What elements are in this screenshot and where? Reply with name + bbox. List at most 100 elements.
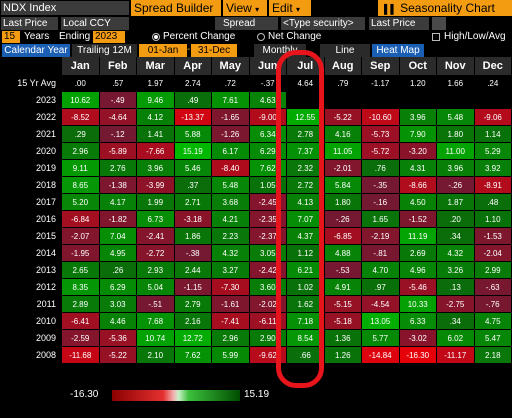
- heatmap-cell[interactable]: 5.04: [137, 279, 174, 295]
- heatmap-cell[interactable]: 3.68: [212, 194, 249, 210]
- security-input[interactable]: <Type security>: [281, 17, 365, 30]
- heatmap-cell[interactable]: 4.21: [212, 211, 249, 227]
- heatmap-cell[interactable]: 1.86: [174, 228, 211, 244]
- heatmap-cell[interactable]: -.16: [362, 194, 399, 210]
- heatmap-cell[interactable]: -7.30: [212, 279, 249, 295]
- heatmap-cell[interactable]: 1.26: [324, 347, 361, 363]
- heatmap-cell[interactable]: -4.64: [99, 109, 136, 125]
- spread-builder-button[interactable]: Spread Builder: [131, 0, 221, 16]
- tab-trailing-12m[interactable]: Trailing 12M: [72, 44, 137, 57]
- heatmap-cell[interactable]: 1.10: [474, 211, 511, 227]
- heatmap-cell[interactable]: 2.90: [249, 330, 286, 346]
- heatmap-cell[interactable]: 2.99: [474, 262, 511, 278]
- heatmap-cell[interactable]: -5.15: [324, 296, 361, 312]
- heatmap-cell[interactable]: 1.80: [437, 126, 474, 142]
- heatmap-cell[interactable]: 13.05: [362, 313, 399, 329]
- heatmap-cell[interactable]: -5.22: [324, 109, 361, 125]
- heatmap-cell[interactable]: 1.20: [399, 75, 436, 91]
- heatmap-cell[interactable]: 2.18: [474, 347, 511, 363]
- heatmap-cell[interactable]: -1.52: [399, 211, 436, 227]
- heatmap-cell[interactable]: 2.16: [174, 313, 211, 329]
- heatmap-cell[interactable]: 5.99: [212, 347, 249, 363]
- heatmap-cell[interactable]: -5.89: [99, 143, 136, 159]
- heatmap-cell[interactable]: -5.22: [99, 347, 136, 363]
- heatmap-cell[interactable]: -3.20: [399, 143, 436, 159]
- heatmap-cell[interactable]: -10.60: [362, 109, 399, 125]
- heatmap-cell[interactable]: 4.37: [287, 228, 324, 244]
- heatmap-cell[interactable]: 2.44: [174, 262, 211, 278]
- heatmap-cell[interactable]: -6.85: [324, 228, 361, 244]
- heatmap-cell[interactable]: -.76: [474, 296, 511, 312]
- heatmap-cell[interactable]: 4.16: [324, 126, 361, 142]
- heatmap-cell[interactable]: -5.73: [362, 126, 399, 142]
- heatmap-cell[interactable]: .72: [212, 75, 249, 91]
- heatmap-cell[interactable]: 2.71: [174, 194, 211, 210]
- heatmap-cell[interactable]: 2.23: [212, 228, 249, 244]
- heatmap-cell[interactable]: -.51: [137, 296, 174, 312]
- heatmap-cell[interactable]: 4.46: [99, 313, 136, 329]
- heatmap-cell[interactable]: 1.99: [137, 194, 174, 210]
- heatmap-cell[interactable]: 11.05: [324, 143, 361, 159]
- heatmap-cell[interactable]: 4.95: [99, 245, 136, 261]
- heatmap-cell[interactable]: 6.73: [137, 211, 174, 227]
- heatmap-cell[interactable]: 3.60: [249, 279, 286, 295]
- heatmap-cell[interactable]: -2.19: [362, 228, 399, 244]
- view-menu[interactable]: View ▾: [223, 0, 267, 16]
- heatmap-cell[interactable]: -2.35: [249, 211, 286, 227]
- heatmap-cell[interactable]: 7.04: [99, 228, 136, 244]
- heatmap-cell[interactable]: .57: [99, 75, 136, 91]
- heatmap-cell[interactable]: 5.46: [174, 160, 211, 176]
- heatmap-cell[interactable]: 2.79: [174, 296, 211, 312]
- heatmap-cell[interactable]: -.37: [249, 75, 286, 91]
- heatmap-cell[interactable]: .76: [362, 160, 399, 176]
- heatmap-cell[interactable]: [362, 92, 399, 108]
- heatmap-cell[interactable]: 2.78: [287, 126, 324, 142]
- heatmap-cell[interactable]: [474, 92, 511, 108]
- heatmap-cell[interactable]: -.53: [324, 262, 361, 278]
- heatmap-cell[interactable]: .29: [62, 126, 99, 142]
- heatmap-cell[interactable]: 6.02: [437, 330, 474, 346]
- heatmap-cell[interactable]: [399, 92, 436, 108]
- heatmap-cell[interactable]: -2.45: [249, 194, 286, 210]
- heatmap-cell[interactable]: -.81: [362, 245, 399, 261]
- heatmap-cell[interactable]: -3.02: [399, 330, 436, 346]
- heatmap-cell[interactable]: -8.66: [399, 177, 436, 193]
- heatmap-cell[interactable]: 1.87: [437, 194, 474, 210]
- heatmap-cell[interactable]: .24: [474, 75, 511, 91]
- heatmap-cell[interactable]: -4.54: [362, 296, 399, 312]
- heatmap-cell[interactable]: 6.29: [99, 279, 136, 295]
- heatmap-cell[interactable]: -.38: [174, 245, 211, 261]
- heatmap-cell[interactable]: 4.31: [399, 160, 436, 176]
- heatmap-cell[interactable]: 1.65: [362, 211, 399, 227]
- heatmap-cell[interactable]: 4.63: [249, 92, 286, 108]
- heatmap-cell[interactable]: -2.07: [62, 228, 99, 244]
- heatmap-cell[interactable]: 11.19: [399, 228, 436, 244]
- heatmap-cell[interactable]: 7.90: [399, 126, 436, 142]
- heatmap-cell[interactable]: 4.32: [212, 245, 249, 261]
- heatmap-cell[interactable]: -2.04: [474, 245, 511, 261]
- date-to-input[interactable]: 31-Dec: [191, 44, 237, 57]
- heatmap-cell[interactable]: -1.53: [474, 228, 511, 244]
- heatmap-cell[interactable]: -.26: [437, 177, 474, 193]
- heatmap-cell[interactable]: 5.20: [62, 194, 99, 210]
- percent-change-radio[interactable]: [152, 33, 160, 41]
- price-field2-select[interactable]: Last Price: [369, 17, 429, 30]
- heatmap-cell[interactable]: 3.26: [437, 262, 474, 278]
- heatmap-cell[interactable]: 7.68: [137, 313, 174, 329]
- heatmap-cell[interactable]: -3.18: [174, 211, 211, 227]
- heatmap-cell[interactable]: .37: [174, 177, 211, 193]
- heatmap-cell[interactable]: -6.41: [62, 313, 99, 329]
- heatmap-cell[interactable]: 5.29: [474, 143, 511, 159]
- heatmap-cell[interactable]: .13: [437, 279, 474, 295]
- heatmap-cell[interactable]: 6.21: [287, 262, 324, 278]
- heatmap-cell[interactable]: 9.11: [62, 160, 99, 176]
- seasonality-chart-button[interactable]: ▌▌ Seasonality Chart: [378, 0, 512, 16]
- heatmap-cell[interactable]: -1.38: [99, 177, 136, 193]
- heatmap-cell[interactable]: -2.59: [62, 330, 99, 346]
- heatmap-cell[interactable]: 1.12: [287, 245, 324, 261]
- heatmap-cell[interactable]: -6.11: [249, 313, 286, 329]
- heatmap-cell[interactable]: 1.02: [287, 279, 324, 295]
- heatmap-cell[interactable]: 1.97: [137, 75, 174, 91]
- heatmap-cell[interactable]: .66: [287, 347, 324, 363]
- heatmap-cell[interactable]: -1.15: [174, 279, 211, 295]
